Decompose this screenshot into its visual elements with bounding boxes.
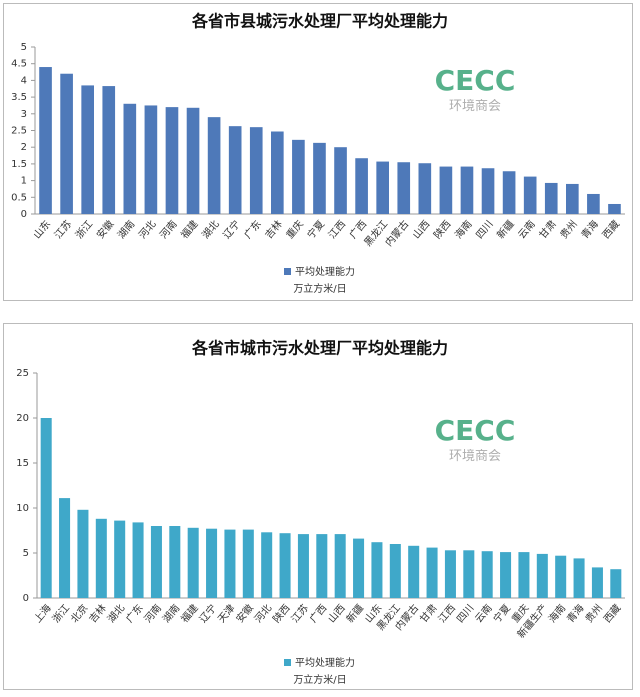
bar	[150, 526, 162, 598]
bar	[334, 534, 346, 598]
y-tick-label: 15	[16, 458, 29, 469]
bar	[297, 534, 309, 598]
bar	[397, 162, 411, 214]
bar	[544, 182, 558, 214]
bar	[355, 158, 368, 214]
legend-swatch	[284, 268, 291, 275]
bar	[77, 509, 89, 598]
bar	[573, 558, 585, 598]
y-tick-label: 5	[21, 42, 27, 53]
bar	[271, 131, 284, 214]
y-tick-label: 25	[16, 368, 29, 379]
bar	[463, 550, 475, 598]
chart-title: 各省市城市污水处理厂平均处理能力	[191, 339, 448, 358]
bar	[59, 498, 71, 598]
unit-label: 万立方米/日	[293, 282, 346, 295]
bar	[481, 551, 493, 598]
bar	[536, 553, 548, 598]
bar	[444, 550, 456, 598]
bar	[261, 532, 273, 598]
bar	[313, 142, 326, 214]
y-tick-label: 0	[21, 209, 27, 220]
bar	[353, 538, 365, 598]
bar	[389, 544, 401, 598]
bar	[169, 526, 181, 598]
bar	[608, 203, 621, 214]
bar	[566, 183, 579, 214]
y-tick-label: 20	[16, 413, 29, 424]
logo-sub: 环境商会	[449, 99, 501, 114]
bar	[316, 534, 328, 598]
logo-sub: 环境商会	[449, 449, 501, 464]
bar	[102, 86, 116, 214]
bar	[114, 520, 126, 598]
logo: CECC	[435, 414, 516, 447]
bar	[518, 552, 530, 598]
bar	[165, 107, 179, 214]
logo: CECC	[435, 64, 516, 97]
bar	[587, 193, 600, 214]
bar	[439, 166, 453, 214]
bar	[460, 166, 474, 214]
bar	[481, 168, 495, 214]
legend-swatch	[284, 659, 291, 666]
bar	[39, 67, 52, 214]
bar	[123, 103, 137, 214]
unit-label: 万立方米/日	[293, 673, 346, 686]
y-tick-label: 0.5	[11, 192, 27, 203]
legend-label: 平均处理能力	[295, 656, 355, 669]
bar	[502, 171, 516, 214]
y-tick-label: 2.5	[11, 126, 27, 137]
bar	[242, 529, 254, 598]
bar	[81, 85, 94, 214]
y-tick-label: 2	[21, 142, 27, 153]
y-tick-label: 5	[23, 548, 29, 559]
bar	[249, 127, 263, 214]
bar	[418, 163, 432, 214]
bar	[408, 545, 420, 598]
chart-frame	[3, 323, 633, 690]
y-tick-label: 3.5	[11, 92, 27, 103]
bar	[523, 176, 537, 214]
bar	[228, 126, 242, 214]
bar	[334, 147, 347, 214]
bar	[206, 528, 218, 598]
bar	[591, 567, 603, 598]
bar	[500, 552, 512, 598]
bar	[60, 73, 73, 214]
bar	[132, 522, 144, 598]
bar	[371, 542, 383, 598]
y-tick-label: 4	[21, 75, 27, 86]
y-tick-label: 1	[21, 176, 27, 187]
bar	[555, 555, 567, 598]
y-tick-label: 4.5	[11, 59, 27, 70]
y-tick-label: 1.5	[11, 159, 27, 170]
bar	[376, 161, 389, 214]
bar	[426, 547, 438, 598]
bar	[292, 139, 305, 214]
chart-title: 各省市县城污水处理厂平均处理能力	[191, 12, 448, 31]
bar	[207, 117, 221, 214]
bar	[279, 533, 291, 598]
y-tick-label: 3	[21, 109, 27, 120]
bar	[187, 527, 199, 598]
legend-label: 平均处理能力	[295, 265, 355, 278]
bar	[40, 418, 52, 598]
bar	[144, 105, 158, 214]
y-tick-label: 0	[23, 593, 29, 604]
bar	[610, 569, 622, 598]
bar	[95, 518, 107, 598]
bar	[224, 529, 236, 598]
bar	[186, 107, 200, 214]
y-tick-label: 10	[16, 503, 29, 514]
